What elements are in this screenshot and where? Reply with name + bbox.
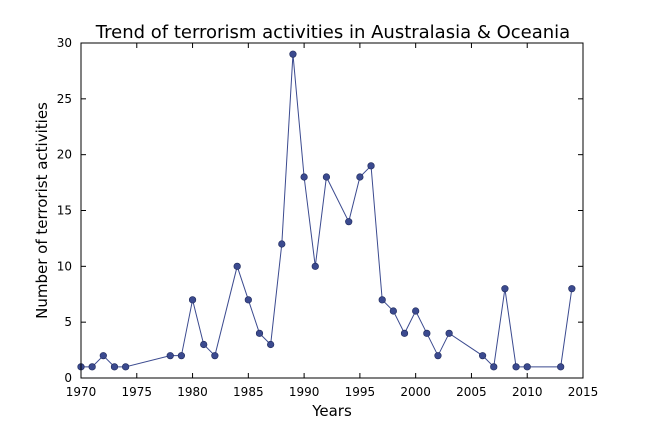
x-axis-ticks: 1970 1975 1980 1985 1990 1995 2000 2005 2010 2015	[66, 43, 599, 399]
data-point	[211, 352, 219, 360]
data-point	[244, 296, 252, 304]
x-tick-label: 1995	[345, 385, 376, 399]
plot-frame	[80, 42, 584, 379]
x-tick-label: 2010	[512, 385, 543, 399]
data-point	[400, 329, 409, 337]
data-point	[523, 363, 531, 371]
x-tick-label: 2015	[568, 385, 599, 399]
data-point	[434, 352, 442, 360]
data-point	[345, 218, 353, 226]
y-axis-ticks: 0 5 10 15 20 25 30	[57, 36, 583, 385]
data-point	[255, 329, 264, 337]
data-point	[311, 262, 319, 270]
x-tick-label: 2000	[400, 385, 431, 399]
data-point	[356, 173, 364, 181]
data-point	[110, 363, 119, 371]
data-point	[322, 173, 331, 181]
x-tick-label: 1970	[66, 385, 97, 399]
data-point	[289, 50, 297, 58]
x-axis-label: Years	[311, 402, 352, 420]
x-tick-label: 1980	[177, 385, 208, 399]
data-point	[412, 307, 420, 315]
data-point	[557, 363, 565, 371]
data-point	[512, 363, 520, 371]
y-tick-label: 10	[57, 259, 72, 273]
data-series	[77, 50, 576, 371]
data-point	[378, 296, 386, 304]
data-point	[479, 352, 487, 360]
data-point	[188, 296, 197, 304]
chart-title: Trend of terrorism activities in Austral…	[95, 22, 570, 43]
y-tick-label: 5	[64, 315, 72, 329]
y-tick-label: 25	[57, 92, 72, 106]
y-tick-label: 0	[64, 371, 72, 385]
data-point	[166, 352, 174, 360]
data-point	[177, 352, 185, 360]
data-point	[367, 162, 375, 170]
data-point	[233, 262, 241, 270]
y-tick-label: 20	[57, 148, 72, 162]
x-tick-label: 1975	[122, 385, 153, 399]
x-tick-label: 1990	[289, 385, 320, 399]
data-point	[200, 340, 208, 349]
data-point	[99, 352, 107, 360]
y-tick-label: 15	[57, 204, 72, 218]
series-line	[81, 54, 573, 368]
data-point	[423, 329, 431, 337]
data-point	[267, 340, 275, 349]
data-point	[278, 240, 286, 248]
data-point	[501, 285, 509, 293]
y-axis-label: Number of terrorist activities	[33, 102, 51, 319]
data-point	[568, 285, 576, 293]
x-tick-label: 2005	[456, 385, 487, 399]
data-point	[122, 363, 130, 371]
x-tick-label: 1985	[233, 385, 264, 399]
data-point	[389, 307, 397, 315]
data-point	[445, 329, 453, 337]
data-point	[300, 173, 308, 181]
y-tick-label: 30	[57, 36, 72, 50]
data-point	[490, 363, 498, 371]
data-point	[88, 363, 96, 371]
